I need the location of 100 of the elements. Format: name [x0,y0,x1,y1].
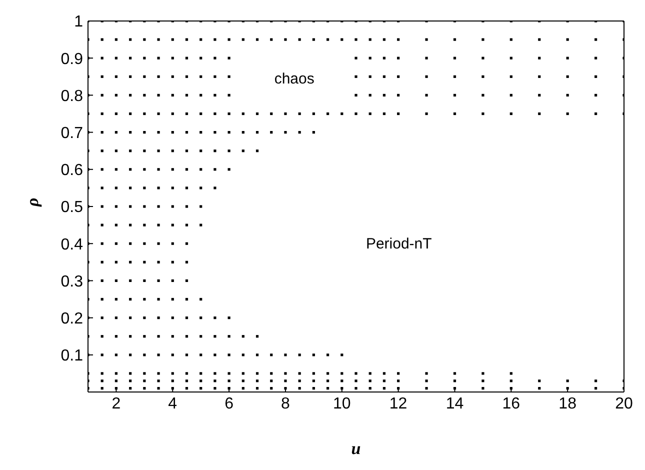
point [340,112,344,116]
point [453,112,456,116]
point [157,260,160,264]
point [510,386,512,390]
point [538,56,541,60]
point [129,372,132,375]
point [382,75,386,78]
x-tick-label: 6 [224,395,234,412]
point [143,94,146,96]
point [594,38,598,41]
point [242,150,244,152]
point [594,56,598,60]
point [566,386,569,390]
point [185,38,188,41]
point [510,372,512,375]
point [185,112,188,116]
point [326,380,330,382]
point [397,94,400,96]
point [129,242,132,245]
point [143,205,146,208]
point [256,372,259,375]
point [326,372,330,375]
point [143,131,146,134]
point [298,38,301,41]
point [242,112,244,116]
point [129,112,132,116]
point [114,380,118,382]
point [100,94,104,96]
point [453,38,456,41]
point [129,316,132,320]
point [482,75,484,78]
point [200,386,202,390]
point [326,38,330,41]
y-tick-label: 0.9 [60,50,84,68]
x-tick-label: 4 [168,395,178,412]
point [298,380,301,382]
point [129,94,132,96]
point [100,75,104,78]
point [200,224,202,226]
point [185,168,188,171]
point [228,56,230,60]
point [354,56,358,60]
point [256,386,259,390]
point [157,242,160,245]
point [482,386,484,390]
point [171,372,174,375]
point [200,75,202,78]
point [185,224,188,226]
point [129,354,132,356]
point [284,131,287,134]
point [185,56,188,60]
point [397,386,400,390]
point [114,150,118,152]
point [200,380,202,382]
point [129,335,132,338]
point [185,150,188,152]
point [157,205,160,208]
point [129,131,132,134]
point [228,150,230,152]
point [143,316,146,320]
point [425,38,428,41]
point [171,242,174,245]
point [354,75,358,78]
point [114,186,118,190]
point [382,372,386,375]
point [157,38,160,41]
point [453,386,456,390]
point [114,168,118,171]
x-tick-label: 12 [389,395,408,412]
point [228,38,230,41]
point [594,75,598,78]
point [171,150,174,152]
point [129,279,132,282]
point [425,94,428,96]
point [397,380,400,382]
point [482,372,484,375]
point [312,372,315,375]
point [482,38,484,41]
y-tick-label: 0.2 [60,310,84,328]
point [100,279,104,282]
point [200,38,202,41]
point [214,131,216,134]
point [129,224,132,226]
point [171,386,174,390]
point [171,316,174,320]
point [143,56,146,60]
point [185,242,188,245]
point [171,224,174,226]
point [368,372,372,375]
point [425,56,428,60]
point [242,386,244,390]
point [200,150,202,152]
point [200,354,202,356]
annotation: Period-nT [366,235,432,252]
x-tick-label: 18 [558,395,577,412]
point [157,56,160,60]
point [143,112,146,116]
point [312,354,315,356]
point [114,260,118,264]
point [100,224,104,226]
